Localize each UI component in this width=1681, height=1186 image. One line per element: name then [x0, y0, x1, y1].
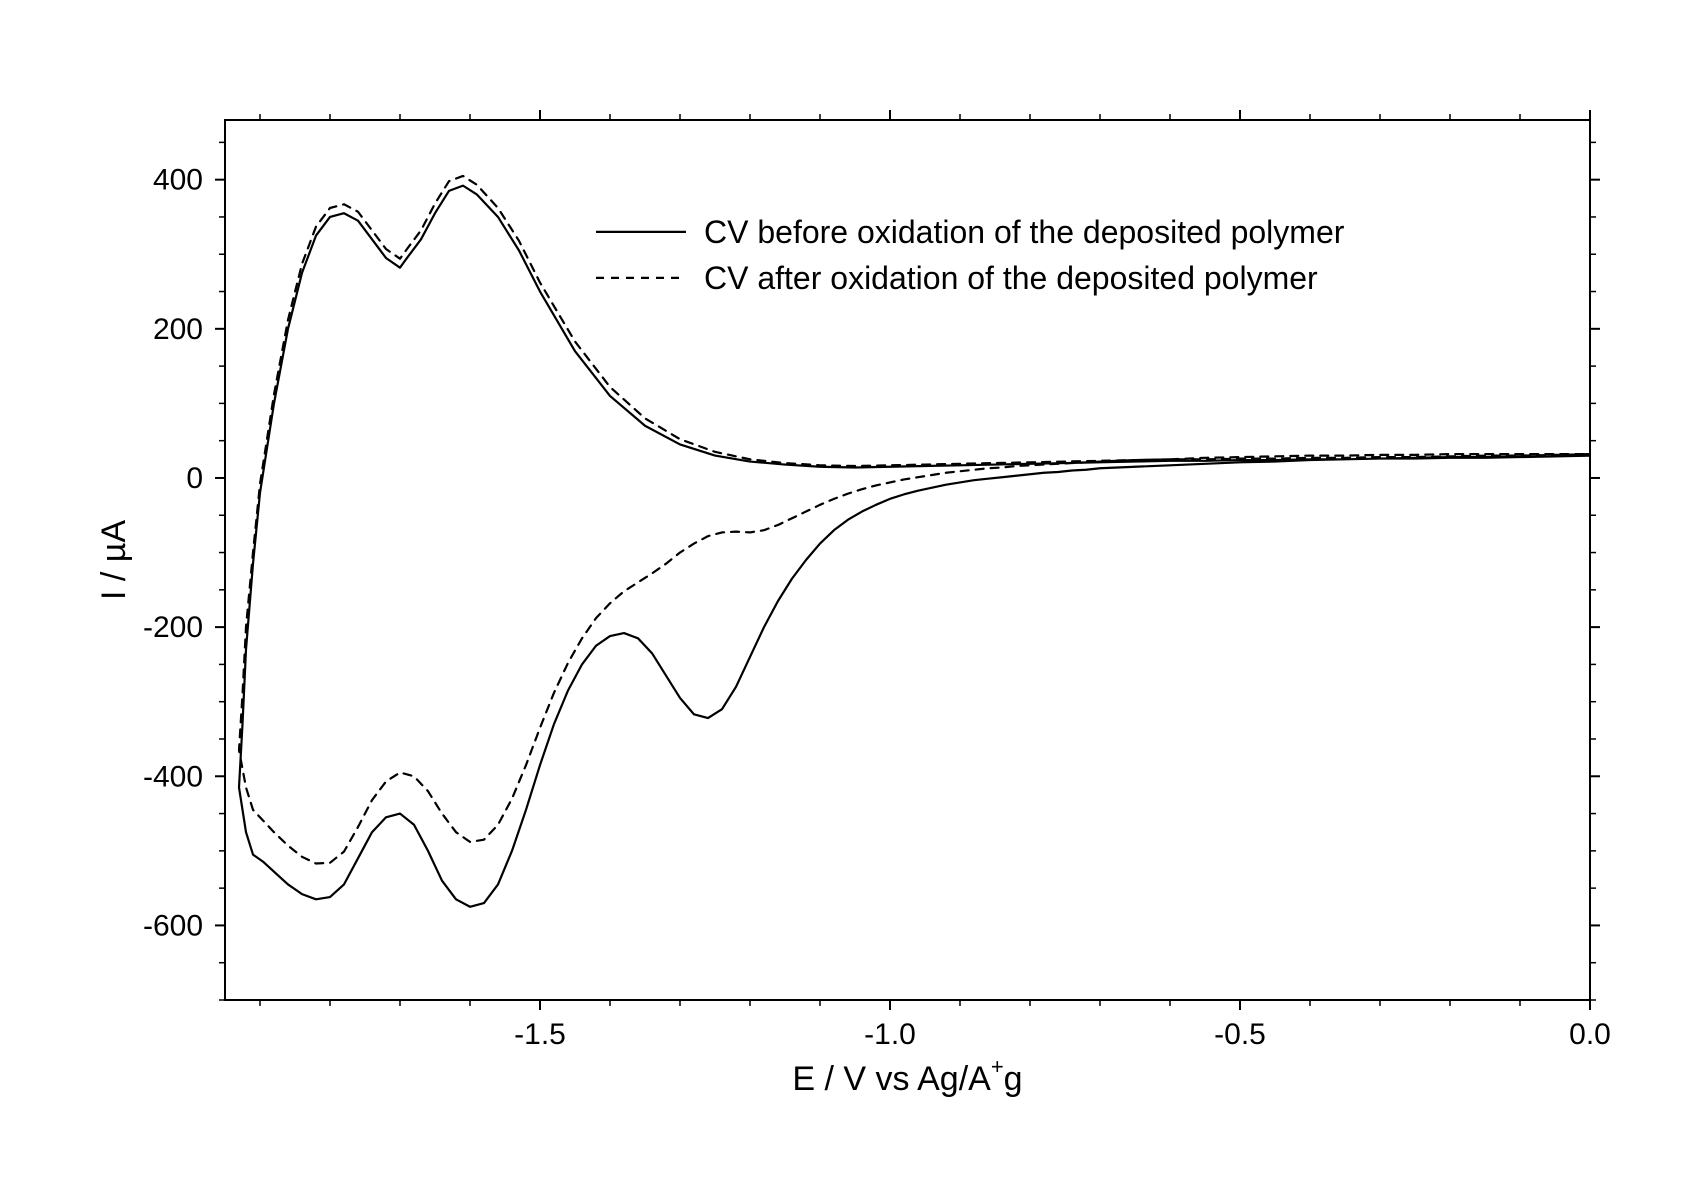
legend-label: CV before oxidation of the deposited pol…	[704, 214, 1345, 250]
legend-label: CV after oxidation of the deposited poly…	[704, 260, 1318, 296]
plot-frame	[225, 120, 1590, 1000]
y-tick-label: -400	[143, 760, 203, 793]
x-tick-label: -0.5	[1214, 1018, 1266, 1051]
y-tick-label: 400	[153, 164, 203, 197]
cv-chart: -1.5 -1.0 -0.5 0.0 -600 -400 -200 0 200 400 E / V …	[0, 0, 1681, 1186]
x-tick-label: 0.0	[1569, 1018, 1611, 1051]
y-axis-label: I / µA	[95, 520, 133, 600]
y-tick-label: 200	[153, 313, 203, 346]
y-tick-label: -600	[143, 909, 203, 942]
x-axis-label: E / V vs Ag/A+g	[792, 1054, 1022, 1098]
y-tick-label: -200	[143, 611, 203, 644]
chart-container: -1.5 -1.0 -0.5 0.0 -600 -400 -200 0 200 400 E / V …	[0, 0, 1681, 1186]
y-tick-label: 0	[186, 462, 203, 495]
x-tick-label: -1.0	[864, 1018, 916, 1051]
x-tick-label: -1.5	[514, 1018, 566, 1051]
